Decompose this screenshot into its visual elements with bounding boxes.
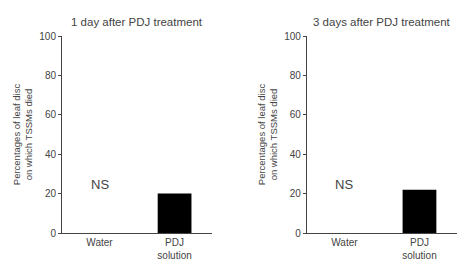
svg-text:NS: NS bbox=[91, 177, 109, 192]
svg-text:20: 20 bbox=[290, 188, 302, 199]
svg-text:1 day after PDJ treatment: 1 day after PDJ treatment bbox=[71, 16, 203, 28]
svg-text:20: 20 bbox=[45, 188, 57, 199]
svg-text:PDJsolution: PDJsolution bbox=[157, 237, 191, 261]
svg-text:60: 60 bbox=[290, 109, 302, 120]
svg-text:NS: NS bbox=[335, 177, 353, 192]
svg-text:PDJsolution: PDJsolution bbox=[402, 237, 436, 261]
svg-text:100: 100 bbox=[284, 31, 301, 42]
svg-text:60: 60 bbox=[45, 109, 57, 120]
svg-text:Water: Water bbox=[86, 237, 113, 248]
svg-text:80: 80 bbox=[45, 70, 57, 81]
svg-text:40: 40 bbox=[290, 149, 302, 160]
svg-text:40: 40 bbox=[45, 149, 57, 160]
svg-text:80: 80 bbox=[290, 70, 302, 81]
svg-text:Water: Water bbox=[331, 237, 358, 248]
svg-text:Percentages of leaf discon whi: Percentages of leaf discon which TSSMs d… bbox=[256, 84, 279, 186]
svg-text:3 days after PDJ treatment: 3 days after PDJ treatment bbox=[313, 16, 451, 28]
svg-text:Percentages of leaf discon whi: Percentages of leaf discon which TSSMs d… bbox=[11, 84, 34, 186]
svg-text:0: 0 bbox=[50, 228, 56, 239]
svg-text:100: 100 bbox=[39, 31, 56, 42]
svg-text:0: 0 bbox=[295, 228, 301, 239]
